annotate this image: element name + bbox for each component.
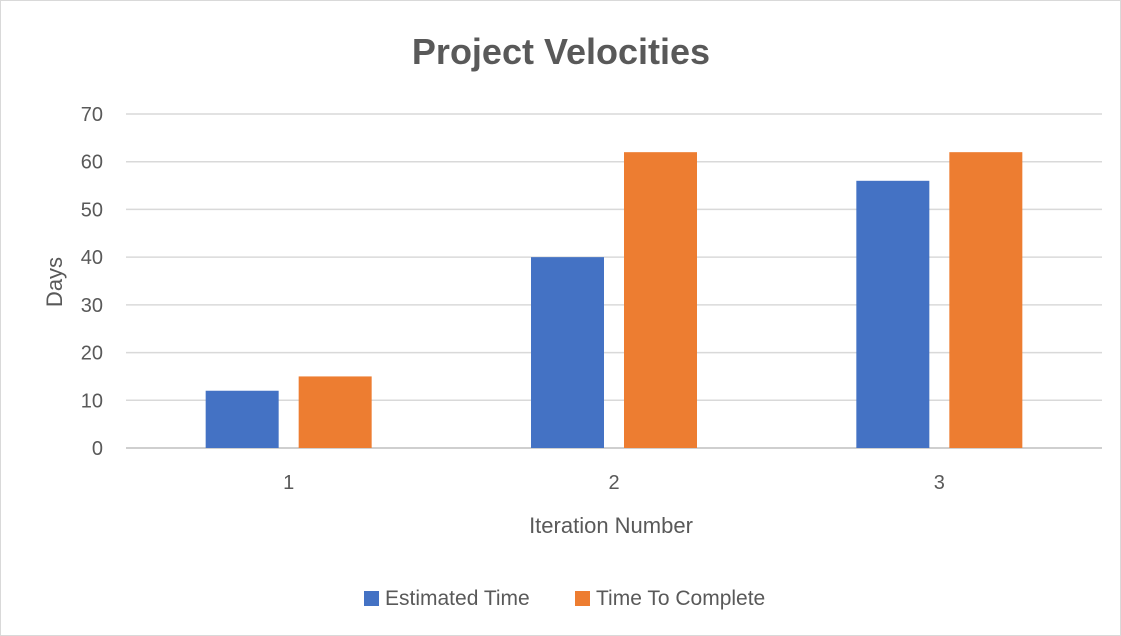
y-tick-label: 60 [81, 152, 103, 174]
bar-estimated-time-3 [856, 180, 930, 449]
y-axis-ticks: 0 10 20 30 40 50 60 70 [81, 104, 103, 460]
y-axis-title: Days [42, 257, 67, 307]
y-tick-label: 0 [92, 438, 103, 460]
x-tick-label: 1 [283, 472, 294, 494]
gridlines [126, 113, 1102, 449]
bar-estimated-time-1 [205, 390, 279, 448]
y-tick-label: 30 [81, 295, 103, 317]
bars [205, 152, 1023, 449]
x-axis-ticks: 1 2 3 [283, 472, 945, 494]
legend-label: Time To Complete [596, 587, 765, 610]
bar-time-to-complete-1 [298, 376, 372, 448]
bar-time-to-complete-2 [624, 152, 697, 448]
x-tick-label: 2 [608, 472, 619, 494]
legend-label: Estimated Time [385, 587, 530, 610]
y-tick-label: 50 [81, 199, 103, 221]
y-tick-label: 20 [81, 343, 103, 365]
legend-swatch [364, 591, 379, 606]
bar-time-to-complete-3 [949, 152, 1023, 448]
chart-title: Project Velocities [412, 31, 710, 72]
x-tick-label: 3 [934, 472, 945, 494]
y-tick-label: 70 [81, 104, 103, 126]
x-axis-title: Iteration Number [529, 513, 693, 538]
legend-swatch [575, 591, 590, 606]
bar-estimated-time-2 [531, 257, 604, 448]
y-tick-label: 10 [81, 390, 103, 412]
y-tick-label: 40 [81, 247, 103, 269]
legend: Estimated Time Time To Complete [364, 587, 765, 610]
